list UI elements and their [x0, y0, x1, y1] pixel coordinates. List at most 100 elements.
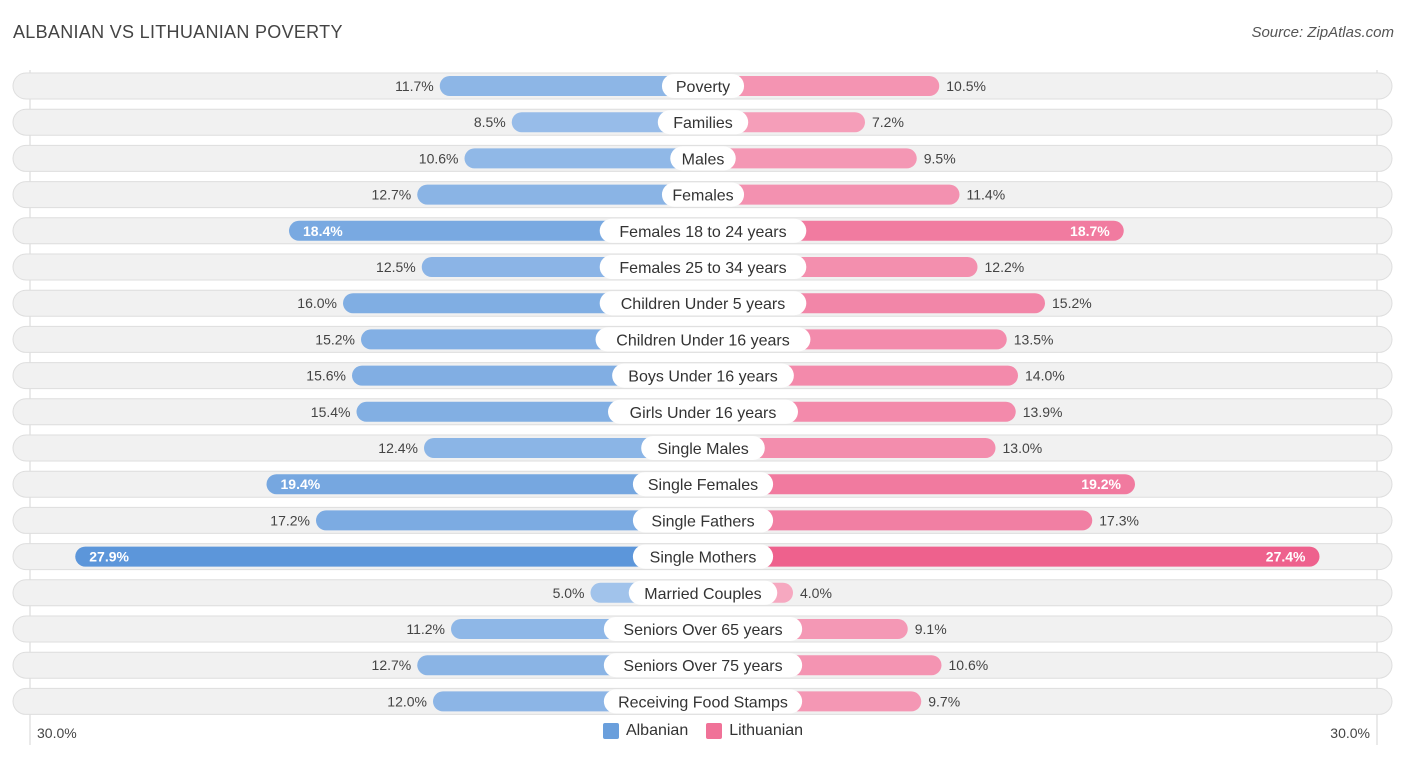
value-label-lithuanian-females: 11.4%	[967, 187, 1006, 203]
category-pill-single-fathers	[632, 508, 774, 533]
bar-lithuanian-males	[703, 148, 917, 169]
bar-albanian-females-18-to-24-years	[289, 220, 703, 241]
value-label-albanian-married-couples: 5.0%	[553, 585, 585, 601]
value-label-lithuanian-children-under-5-years: 15.2%	[1052, 295, 1092, 311]
category-pill-boys-under-16-years	[612, 363, 794, 388]
category-pill-seniors-over-65-years	[603, 617, 803, 641]
legend-item-lithuanian[interactable]: Lithuanian	[706, 722, 803, 740]
value-label-lithuanian-single-fathers: 17.3%	[1099, 512, 1139, 528]
category-label-receiving-food-stamps: Receiving Food Stamps	[618, 694, 788, 711]
value-label-lithuanian-married-couples: 4.0%	[800, 585, 832, 601]
bar-lithuanian-single-females	[703, 474, 1135, 495]
legend-label-albanian: Albanian	[625, 722, 689, 739]
category-pill-females	[661, 182, 745, 207]
axis-label-right: 30.0%	[1330, 725, 1370, 741]
value-label-albanian-receiving-food-stamps: 12.0%	[387, 693, 427, 709]
category-label-children-under-16-years: Children Under 16 years	[616, 332, 789, 349]
category-label-females-18-to-24-years: Females 18 to 24 years	[619, 224, 786, 241]
category-pill-children-under-16-years	[595, 327, 811, 352]
category-label-males: Males	[682, 151, 725, 168]
bar-lithuanian-females-18-to-24-years	[703, 220, 1124, 241]
bar-lithuanian-single-mothers	[703, 546, 1320, 567]
value-label-albanian-seniors-over-65-years: 11.2%	[406, 621, 445, 637]
category-pill-girls-under-16-years	[608, 399, 798, 424]
category-pill-females-18-to-24-years	[599, 218, 807, 243]
category-label-single-fathers: Single Fathers	[651, 513, 754, 530]
value-label-albanian-single-males: 12.4%	[378, 440, 418, 456]
bar-albanian-females	[417, 184, 703, 205]
value-label-albanian-families: 8.5%	[474, 114, 506, 130]
bar-albanian-single-females	[266, 474, 703, 495]
chart-title: ALBANIAN VS LITHUANIAN POVERTY	[13, 22, 343, 42]
value-label-lithuanian-seniors-over-65-years: 9.1%	[915, 621, 947, 637]
bar-lithuanian-poverty	[703, 76, 940, 96]
bar-albanian-families	[511, 112, 703, 133]
category-label-single-mothers: Single Mothers	[650, 550, 757, 567]
value-label-lithuanian-single-mothers: 27.4%	[1266, 549, 1306, 565]
value-label-lithuanian-boys-under-16-years: 14.0%	[1025, 368, 1065, 384]
value-label-albanian-poverty: 11.7%	[395, 78, 434, 94]
legend-label-lithuanian: Lithuanian	[729, 722, 804, 739]
value-label-lithuanian-seniors-over-75-years: 10.6%	[949, 657, 989, 673]
value-label-lithuanian-females-18-to-24-years: 18.7%	[1070, 223, 1110, 239]
value-label-lithuanian-males: 9.5%	[924, 150, 956, 166]
bar-albanian-single-fathers	[316, 510, 703, 531]
category-pill-single-females	[632, 472, 774, 497]
bar-albanian-poverty	[439, 76, 703, 96]
value-label-lithuanian-single-males: 13.0%	[1003, 440, 1043, 456]
category-pill-females-25-to-34-years	[599, 255, 807, 279]
source-note: Source: ZipAtlas.com	[1251, 24, 1394, 41]
category-pill-families	[657, 110, 749, 135]
category-label-females-25-to-34-years: Females 25 to 34 years	[619, 260, 786, 277]
category-label-seniors-over-75-years: Seniors Over 75 years	[623, 658, 782, 675]
legend-item-albanian[interactable]: Albanian	[602, 722, 689, 740]
category-label-seniors-over-65-years: Seniors Over 65 years	[623, 622, 782, 639]
value-label-albanian-single-mothers: 27.9%	[89, 549, 129, 565]
value-label-albanian-children-under-16-years: 15.2%	[315, 331, 355, 347]
category-pill-seniors-over-75-years	[603, 653, 803, 678]
value-label-lithuanian-single-females: 19.2%	[1081, 476, 1121, 492]
category-label-married-couples: Married Couples	[644, 586, 761, 603]
category-pill-children-under-5-years	[599, 291, 807, 316]
value-label-albanian-boys-under-16-years: 15.6%	[306, 368, 346, 384]
value-label-albanian-females-25-to-34-years: 12.5%	[376, 259, 416, 275]
value-label-lithuanian-receiving-food-stamps: 9.7%	[928, 693, 960, 709]
value-label-lithuanian-females-25-to-34-years: 12.2%	[985, 259, 1025, 275]
category-pill-receiving-food-stamps	[603, 689, 803, 714]
category-pill-married-couples	[628, 580, 778, 605]
value-label-albanian-girls-under-16-years: 15.4%	[311, 404, 351, 420]
value-label-lithuanian-poverty: 10.5%	[946, 78, 986, 94]
value-label-albanian-single-fathers: 17.2%	[270, 512, 310, 528]
category-label-single-males: Single Males	[657, 441, 749, 458]
value-label-albanian-children-under-5-years: 16.0%	[297, 295, 337, 311]
bar-lithuanian-single-fathers	[703, 510, 1093, 531]
category-label-families: Families	[673, 115, 733, 132]
value-label-lithuanian-children-under-16-years: 13.5%	[1014, 331, 1054, 347]
value-label-lithuanian-families: 7.2%	[872, 114, 904, 130]
category-label-females: Females	[672, 188, 733, 205]
bar-albanian-single-males	[424, 438, 703, 458]
bar-albanian-single-mothers	[75, 546, 703, 567]
category-label-girls-under-16-years: Girls Under 16 years	[630, 405, 777, 422]
value-label-albanian-males: 10.6%	[419, 150, 459, 166]
category-label-boys-under-16-years: Boys Under 16 years	[628, 369, 777, 386]
legend: Albanian Lithuanian	[0, 722, 1406, 740]
value-label-albanian-single-females: 19.4%	[281, 476, 321, 492]
category-label-poverty: Poverty	[676, 79, 730, 96]
bar-lithuanian-females	[703, 184, 960, 205]
value-label-lithuanian-girls-under-16-years: 13.9%	[1023, 404, 1063, 420]
category-label-single-females: Single Females	[648, 477, 758, 494]
category-pill-single-males	[641, 436, 765, 460]
bar-lithuanian-single-males	[703, 438, 996, 458]
category-label-children-under-5-years: Children Under 5 years	[621, 296, 786, 313]
category-pill-single-mothers	[632, 544, 774, 569]
value-label-albanian-females: 12.7%	[372, 187, 412, 203]
legend-swatch-lithuanian	[706, 723, 723, 739]
axis-label-left: 30.0%	[37, 725, 77, 741]
value-label-albanian-seniors-over-75-years: 12.7%	[372, 657, 412, 673]
category-pill-poverty	[661, 74, 745, 98]
legend-swatch-albanian	[602, 723, 619, 739]
category-pill-males	[670, 146, 736, 171]
value-label-albanian-females-18-to-24-years: 18.4%	[303, 223, 343, 239]
